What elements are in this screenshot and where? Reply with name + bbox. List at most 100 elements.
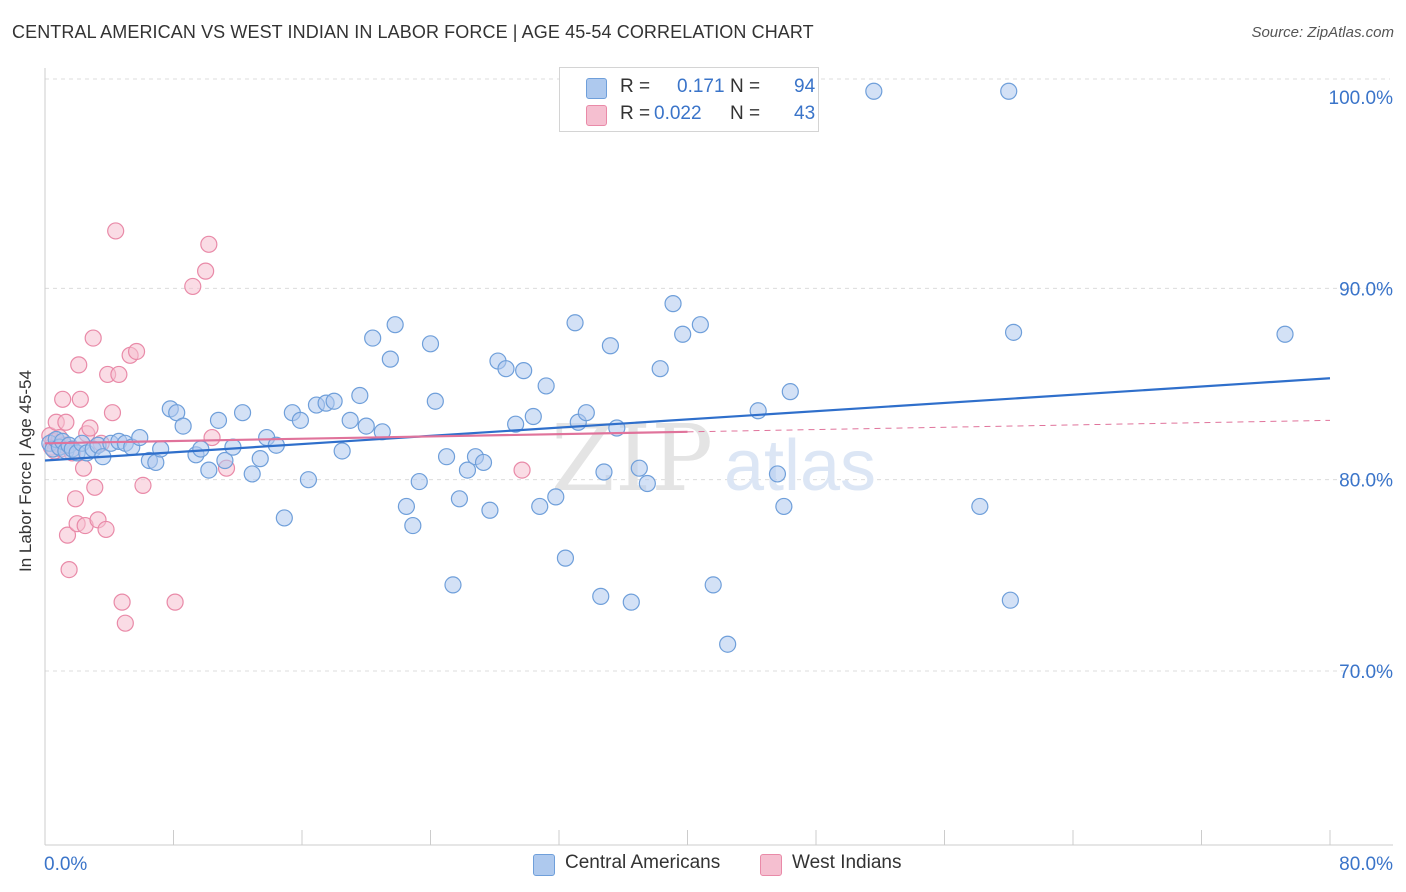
legend-swatch-blue [586,78,607,99]
central-americans-point [1004,323,1023,341]
legend-n-label: N = [730,103,761,124]
central-americans-point [547,488,565,506]
central-americans-point [497,360,515,378]
y-tick-label: 80.0% [1339,471,1393,492]
west-indians-point [197,262,215,280]
west-indians-point [127,342,146,361]
west-indians-point [54,390,72,408]
west-indians-point [60,560,78,579]
west-indians-point [166,593,184,611]
central-americans-point [216,451,234,470]
central-americans-point [474,453,493,472]
central-americans-point [458,461,477,479]
west-indians-trend-line [44,430,688,445]
central-americans-point [333,442,351,460]
central-americans-point [450,490,469,508]
y-tick-label: 90.0% [1339,279,1393,300]
legend-r-label: R = [620,76,651,97]
west-indians-point [107,222,125,240]
chart-title: CENTRAL AMERICAN VS WEST INDIAN IN LABOR… [12,22,814,42]
central-americans-point [275,509,293,527]
axes [44,68,1393,846]
central-americans-point [704,576,722,594]
west-indians-trend-extension [687,419,1331,433]
west-indians-point [74,459,93,477]
central-americans-point [341,411,359,429]
central-americans-point [209,411,228,429]
central-americans-point [775,497,793,516]
central-americans-point [291,411,309,429]
central-americans-point [174,417,192,435]
central-americans-point [251,450,269,468]
central-americans-point [577,404,595,422]
legend-n-label: N = [730,76,761,97]
source-credit: Source: ZipAtlas.com [1251,24,1394,41]
y-tick-label: 100.0% [1329,88,1394,109]
central-americans-point [595,463,613,481]
legend-swatch-pink [586,105,607,126]
central-americans-point [410,472,428,491]
central-americans-point [397,497,416,516]
legend-r-label: R = [620,103,651,124]
central-americans-point [357,417,375,435]
central-americans-point [404,516,422,535]
central-americans-point [243,465,261,483]
central-americans-point [601,337,620,355]
west-indians-point [134,476,152,495]
west-indians-points [41,222,531,632]
central-americans-point [1000,82,1018,100]
grid-lines [45,78,1390,672]
central-americans-point [437,448,456,466]
west-indians-point [97,520,115,539]
west-indians-point [86,478,104,496]
west-indians-point [84,329,102,347]
west-indians-point [203,428,221,447]
x-tick-label: 0.0% [44,854,87,875]
legend-n-value: 43 [794,103,816,124]
central-americans-point [152,440,170,458]
central-americans-point [325,392,343,410]
west-indians-point [66,490,85,508]
west-indians-point [113,593,131,611]
legend-r-value: 0.171 [677,76,725,97]
central-americans-point [351,386,369,405]
west-indians-point [103,404,122,422]
central-americans-point [299,471,318,489]
west-indians-point [184,277,202,296]
central-americans-point [630,459,648,477]
central-americans-point [592,587,610,605]
central-americans-point [664,295,682,313]
central-americans-point [364,329,382,347]
central-americans-points [41,82,1294,653]
central-americans-point [233,404,252,422]
west-indians-point [116,614,134,632]
central-americans-point [515,362,533,380]
west-indians-point [70,356,88,374]
central-americans-point [507,415,525,433]
correlation-legend: R = 0.171 N = 94 R = 0.022 N = 43 [559,67,819,132]
central-americans-point [651,360,669,378]
west-indians-point [200,235,218,253]
central-americans-point [1276,325,1294,343]
central-americans-point [865,82,883,100]
west-indians-point [81,419,99,437]
series-swatch-pink [760,854,782,876]
west-indians-point [513,461,531,479]
central-americans-point [426,392,444,410]
series-swatch-blue [533,854,555,876]
central-americans-point [638,474,656,493]
series-label: Central Americans [565,852,721,873]
central-americans-point [381,350,399,368]
central-americans-point [524,407,542,426]
central-americans-point [768,465,787,483]
central-americans-point [192,440,210,458]
central-americans-point [421,335,440,353]
watermark: ZIP atlas [551,405,876,512]
central-americans-point [131,428,149,447]
legend-n-value: 94 [794,76,816,97]
central-americans-point [444,576,462,594]
central-americans-point [971,497,989,516]
central-americans-trend-line [44,377,1331,462]
west-indians-point [71,390,89,408]
